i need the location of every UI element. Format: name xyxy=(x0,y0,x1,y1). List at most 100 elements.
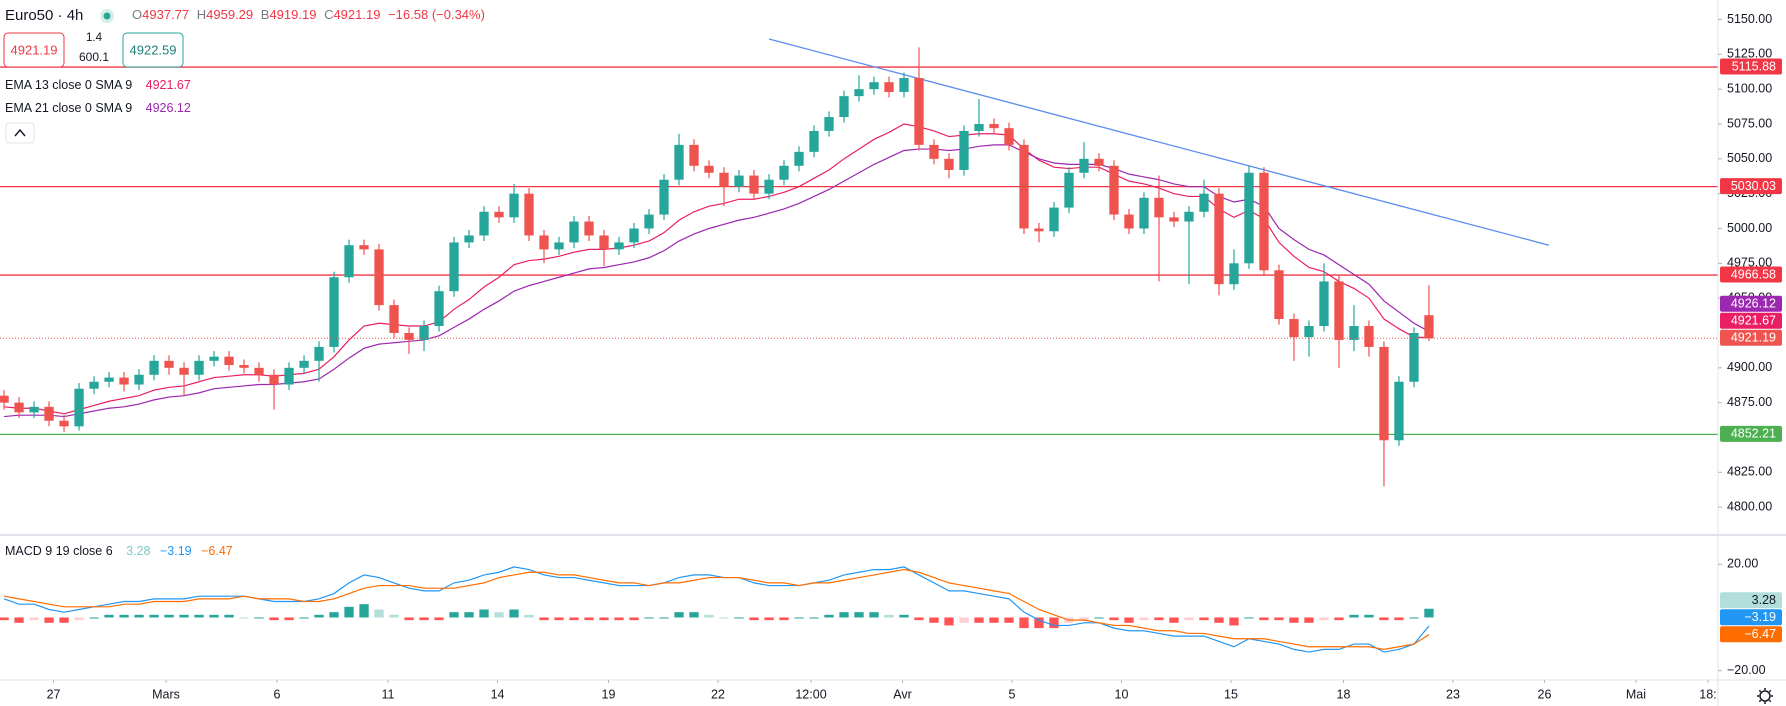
spread: 1.4 xyxy=(86,32,103,44)
collapse-box[interactable] xyxy=(5,122,35,144)
indicator-value: 4926.12 xyxy=(146,101,191,115)
candle-body xyxy=(14,402,24,413)
histogram-bar xyxy=(539,617,549,621)
indicator-name: EMA 13 close 0 SMA 9 xyxy=(5,78,132,92)
histogram-bar xyxy=(359,604,369,618)
histogram-bar xyxy=(164,614,174,618)
settings-icon-teeth[interactable] xyxy=(1757,688,1773,704)
collapse-icon[interactable] xyxy=(14,128,26,137)
candle-body xyxy=(719,172,729,187)
candle-body xyxy=(284,367,294,385)
candle-body xyxy=(1289,319,1299,338)
candle-body xyxy=(1154,197,1164,218)
indicator-legend: EMA 13 close 0 SMA 9 4921.67 xyxy=(5,78,191,92)
histogram-bar xyxy=(1004,617,1014,623)
x-tick-label: 22 xyxy=(711,687,725,701)
price-tag-box xyxy=(1720,58,1782,75)
header: Euro50 · 4h O4937.77 H4959.29 B4919.19 C… xyxy=(3,7,485,558)
y-tick-label: 4900.00 xyxy=(1727,360,1772,374)
histogram-bar xyxy=(884,614,894,618)
x-tick-label: Avr xyxy=(893,687,912,701)
candle-body xyxy=(659,179,669,215)
candle-body xyxy=(1019,144,1029,229)
candle-body xyxy=(29,406,39,413)
y-tick-label: 5150.00 xyxy=(1727,12,1772,26)
histogram-bar xyxy=(959,617,969,623)
candle-body xyxy=(1079,158,1089,173)
candle-body xyxy=(839,96,849,118)
candle-body xyxy=(209,356,219,361)
price-tag-box xyxy=(1720,329,1782,346)
settings-icon[interactable] xyxy=(1759,690,1771,702)
sell-box[interactable] xyxy=(3,32,65,68)
x-tick-label: 14 xyxy=(491,687,505,701)
signal-line xyxy=(3,568,1430,651)
histogram-bar xyxy=(614,617,624,621)
x-tick-label: 23 xyxy=(1446,687,1460,701)
y-tick-label: 5100.00 xyxy=(1727,81,1772,95)
histogram-bar xyxy=(254,617,264,619)
price-tag-box xyxy=(1720,178,1782,195)
candle-body xyxy=(299,360,309,368)
candle-body xyxy=(1274,270,1284,320)
price-tag: 4926.12 xyxy=(1720,295,1782,312)
histogram-bar xyxy=(1019,617,1029,629)
market-status-dot xyxy=(103,12,111,20)
price-tag: 4921.67 xyxy=(1720,312,1782,329)
candle-body xyxy=(164,360,174,368)
sell-button[interactable]: 4921.19 xyxy=(3,32,65,68)
histogram-bar xyxy=(434,617,444,621)
histogram-bar xyxy=(344,606,354,618)
candle-body xyxy=(89,381,99,389)
candle-body xyxy=(1244,172,1254,264)
histogram-bar xyxy=(1394,617,1404,621)
candle-body xyxy=(404,332,414,340)
price-tag: 4852.21 xyxy=(1720,425,1782,442)
candle-body xyxy=(494,211,504,218)
quantity: 600.1 xyxy=(79,50,109,64)
collapse-button[interactable] xyxy=(5,122,35,144)
histogram-bar xyxy=(1409,617,1419,619)
candle-body xyxy=(104,377,114,382)
candle-body xyxy=(224,356,234,366)
histogram-bar xyxy=(1154,617,1164,621)
price-tag-label: 4852.21 xyxy=(1731,427,1776,441)
price-tag-label: 4921.19 xyxy=(1731,331,1776,345)
candle-body xyxy=(539,235,549,250)
sell-price[interactable]: 4921.19 xyxy=(11,42,58,57)
macd-legend: MACD 9 19 close 6 3.28 −3.19 −6.47 xyxy=(5,544,233,558)
candle-body xyxy=(1064,172,1074,208)
histogram-bar xyxy=(584,617,594,621)
price-tag-label: −3.19 xyxy=(1744,610,1776,624)
price-tag-label: 5115.88 xyxy=(1732,59,1776,73)
histogram-bar xyxy=(839,612,849,618)
signal-value: −6.47 xyxy=(201,544,233,558)
axes: 5150.005125.005100.005075.005050.005025.… xyxy=(47,12,1782,701)
candle-body xyxy=(1124,214,1134,229)
candle-body xyxy=(824,117,834,131)
histogram-value: 3.28 xyxy=(126,544,150,558)
candle-body xyxy=(794,151,804,166)
histogram-bar xyxy=(89,617,99,619)
candle-body xyxy=(1184,211,1194,222)
histogram-bar xyxy=(494,612,504,618)
histogram-bar xyxy=(59,617,69,623)
candle-body xyxy=(254,367,264,375)
candle-body xyxy=(674,144,684,180)
candle-body xyxy=(1349,326,1359,340)
buy-button[interactable]: 4922.59 xyxy=(122,32,184,68)
candle-body xyxy=(59,420,69,427)
histogram-bar xyxy=(1379,617,1389,621)
histogram-bar xyxy=(299,617,309,619)
histogram-bar xyxy=(239,617,249,619)
settings-button[interactable] xyxy=(1757,688,1773,704)
histogram-bar xyxy=(989,617,999,623)
histogram-bar xyxy=(449,612,459,618)
buy-price[interactable]: 4922.59 xyxy=(130,42,177,57)
histogram-bar xyxy=(104,614,114,618)
candle-body xyxy=(554,242,564,250)
candle-body xyxy=(764,179,774,194)
price-tag-label: 4926.12 xyxy=(1731,297,1776,311)
histogram-bar xyxy=(554,617,564,621)
buy-box[interactable] xyxy=(122,32,184,68)
